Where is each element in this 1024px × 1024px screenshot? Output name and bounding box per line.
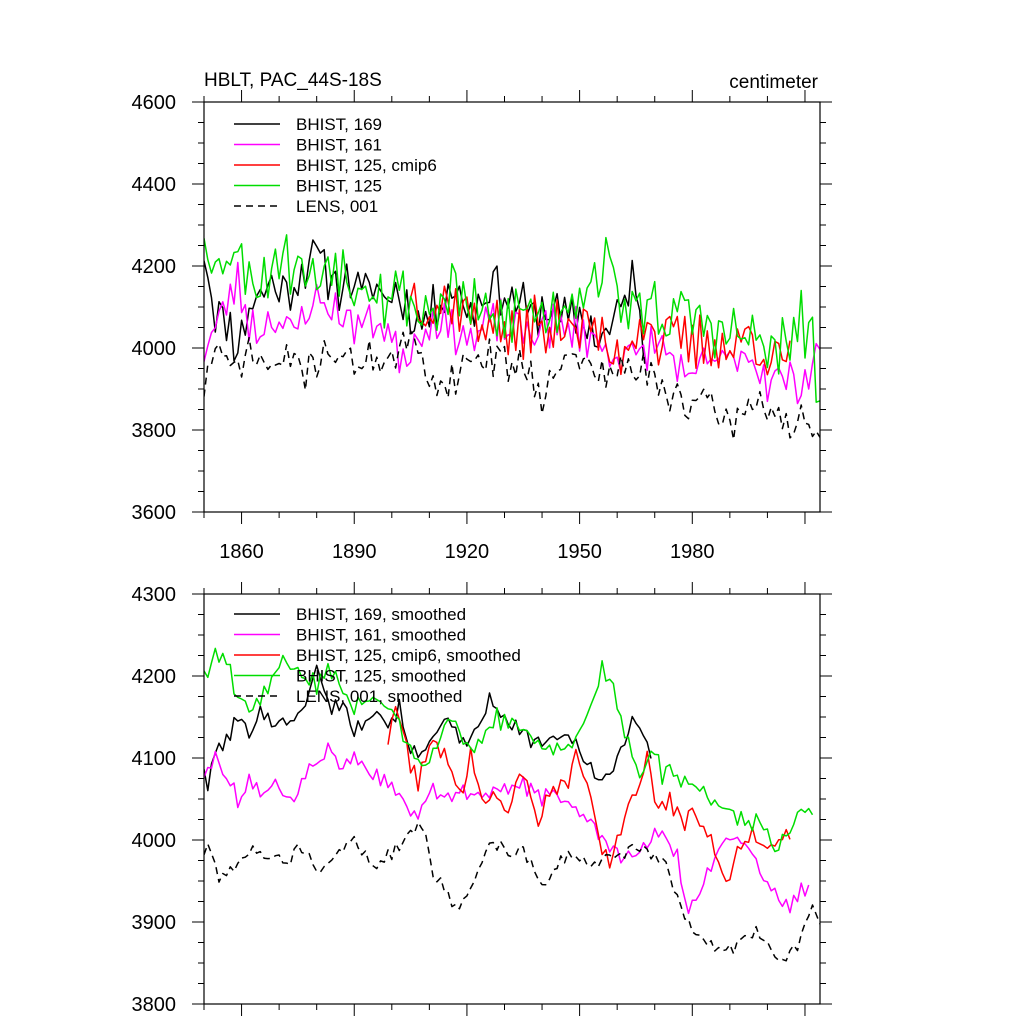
x-tick-label: 1950 (557, 541, 602, 563)
y-tick-label: 4200 (132, 256, 177, 278)
y-tick-label: 4600 (132, 92, 177, 114)
y-tick-label: 4300 (132, 584, 177, 606)
series-line-4 (204, 234, 820, 403)
y-tick-label: 4400 (132, 174, 177, 196)
y-tick-label: 3800 (132, 420, 177, 442)
series-line-3 (409, 282, 791, 376)
series-line-3 (387, 705, 791, 883)
legend-label: BHIST, 169, smoothed (296, 605, 466, 624)
legend: BHIST, 169, smoothed BHIST, 161, smoothed… (234, 605, 521, 706)
legend-label: BHIST, 125, cmip6, smoothed (296, 646, 521, 665)
y-tick-label: 3600 (132, 502, 177, 524)
legend-label: BHIST, 161, smoothed (296, 626, 466, 645)
x-tick-label: 1890 (332, 541, 377, 563)
legend-label: BHIST, 161 (296, 136, 382, 155)
series-lines (204, 647, 820, 962)
chart-title: HBLT, PAC_44S-18S (204, 70, 382, 91)
series-lines (204, 234, 820, 441)
legend-label: LENS, 001, smoothed (296, 687, 462, 706)
series-line-4 (204, 647, 814, 853)
legend-label: BHIST, 169 (296, 115, 382, 134)
top-panel: 3600 3800 4000 4200 4400 4600 1860 1890 1920 1950… (132, 90, 832, 563)
series-line-1 (204, 239, 645, 362)
legend-label: BHIST, 125, cmip6 (296, 156, 437, 175)
x-tick-label: 1980 (670, 541, 715, 563)
y-tick-label: 4200 (132, 666, 177, 688)
x-tick-label: 1860 (219, 541, 264, 563)
series-line-1 (204, 664, 652, 792)
y-tick-label: 3800 (132, 994, 177, 1016)
series-line-5 (204, 330, 820, 441)
y-tick-label: 4000 (132, 338, 177, 360)
bottom-panel: 3800 3900 4000 4100 4200 4300 BHIST, 169, smoo… (132, 582, 832, 1016)
y-tick-label: 4100 (132, 748, 177, 770)
units-label: centimeter (729, 72, 818, 93)
series-line-2 (204, 742, 810, 915)
legend-label: LENS, 001 (296, 197, 378, 216)
series-line-5 (204, 821, 820, 962)
y-tick-label: 3900 (132, 912, 177, 934)
y-tick-label: 4000 (132, 830, 177, 852)
x-tick-label: 1920 (445, 541, 490, 563)
legend-label: BHIST, 125, smoothed (296, 667, 466, 686)
legend-label: BHIST, 125 (296, 177, 382, 196)
